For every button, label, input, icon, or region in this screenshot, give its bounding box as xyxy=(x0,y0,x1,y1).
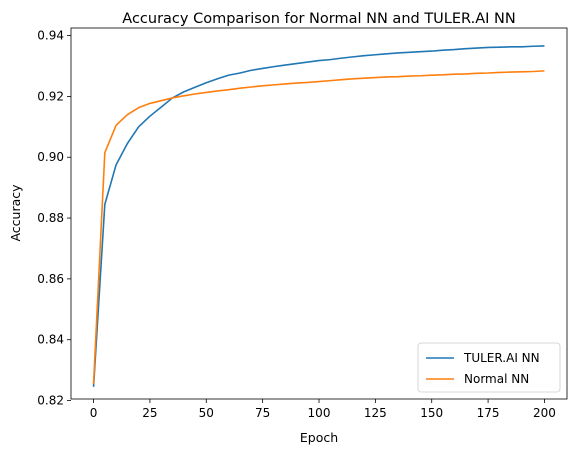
y-tick-label: 0.90 xyxy=(37,150,64,164)
chart-title: Accuracy Comparison for Normal NN and TU… xyxy=(122,11,515,27)
x-tick-label: 175 xyxy=(477,406,500,420)
series-line-tuler-ai-nn xyxy=(92,45,545,387)
x-axis-ticks: 0 25 50 75 100 125 150 175 200 xyxy=(90,399,556,420)
x-tick-label: 25 xyxy=(142,406,157,420)
y-tick-label: 0.84 xyxy=(37,333,64,347)
x-tick-label: 125 xyxy=(364,406,387,420)
y-axis-label: Accuracy xyxy=(8,184,23,242)
x-tick-label: 200 xyxy=(533,406,556,420)
plot-area xyxy=(71,28,567,399)
y-tick-label: 0.94 xyxy=(37,29,64,43)
y-tick-label: 0.82 xyxy=(37,394,64,408)
legend-label-tuler-ai-nn: TULER.AI NN xyxy=(463,351,540,365)
legend: TULER.AI NN Normal NN xyxy=(417,342,561,393)
y-tick-label: 0.92 xyxy=(37,89,64,103)
x-axis-label: Epoch xyxy=(300,430,338,445)
y-tick-label: 0.88 xyxy=(37,211,64,225)
x-tick-label: 150 xyxy=(420,406,443,420)
series-line-normal-nn xyxy=(92,70,545,384)
x-tick-label: 100 xyxy=(308,406,331,420)
legend-label-normal-nn: Normal NN xyxy=(464,372,529,386)
series-layer xyxy=(92,45,545,387)
y-axis-ticks: 0.82 0.84 0.86 0.88 0.90 0.92 0.94 xyxy=(37,29,71,408)
x-tick-label: 0 xyxy=(90,406,98,420)
y-tick-label: 0.86 xyxy=(37,272,64,286)
x-tick-label: 50 xyxy=(199,406,214,420)
x-tick-label: 75 xyxy=(255,406,270,420)
